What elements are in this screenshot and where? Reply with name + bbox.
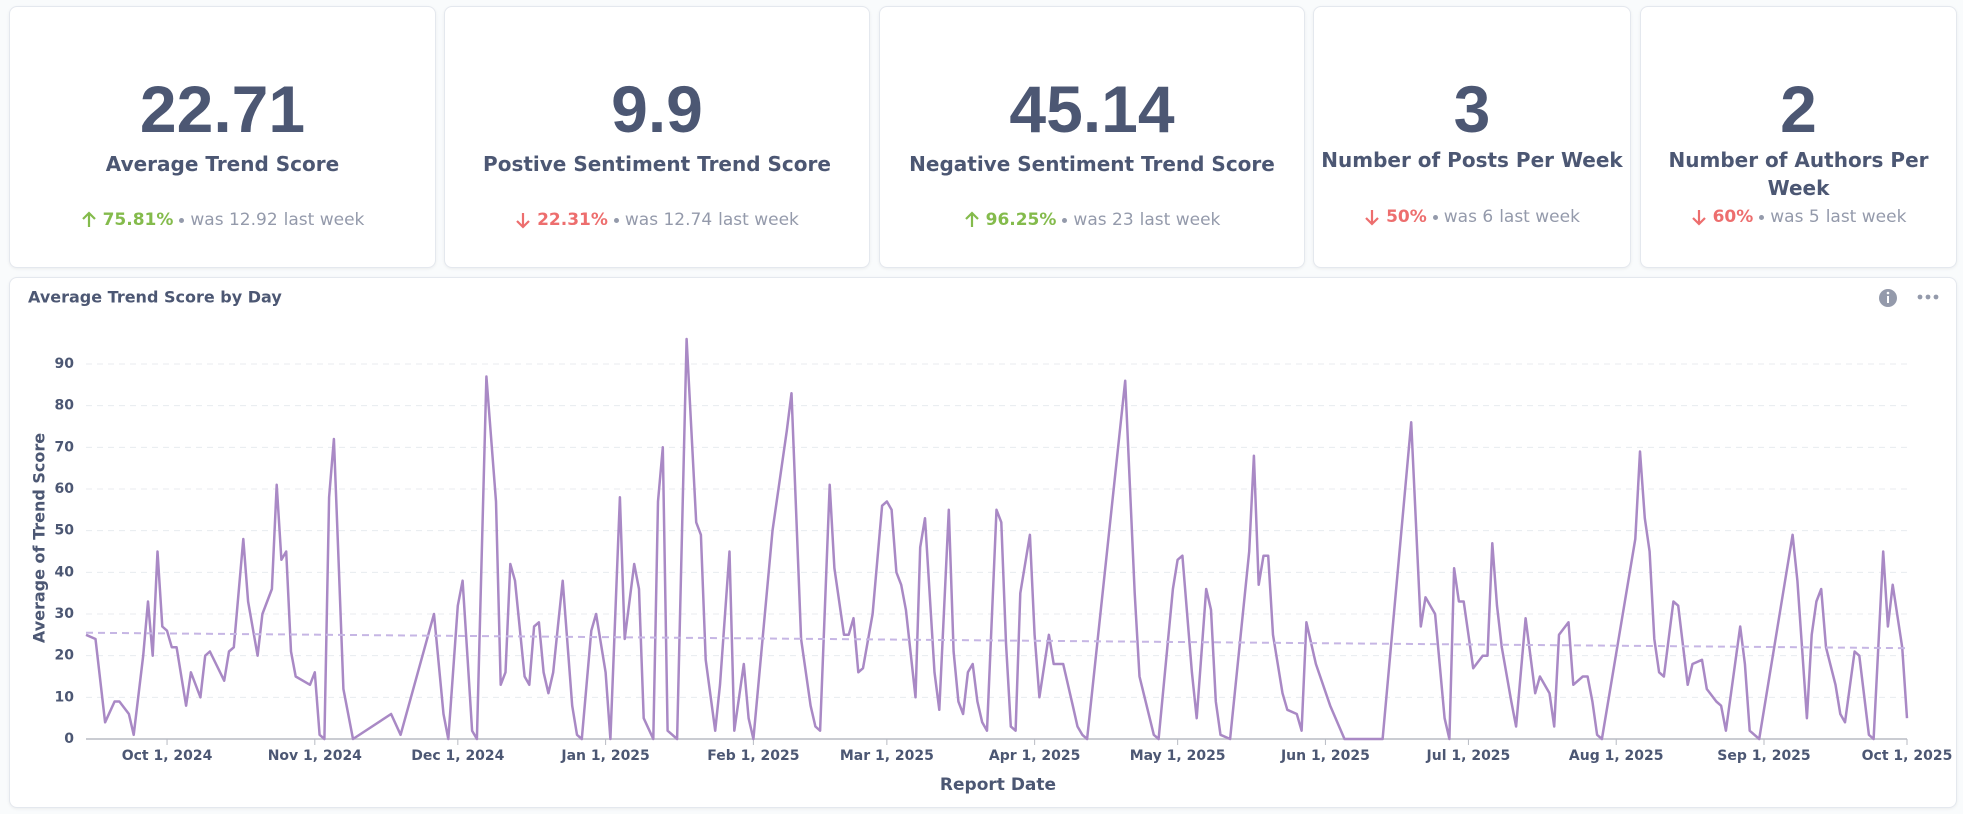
kpi-value: 3 <box>1453 72 1491 146</box>
y-tick-label: 50 <box>55 523 75 539</box>
y-tick-label: 0 <box>64 731 74 747</box>
kpi-title: Number of Posts Per Week <box>1321 148 1623 172</box>
x-tick-label: Mar 1, 2025 <box>840 748 934 764</box>
kpi-value: 9.9 <box>611 72 703 146</box>
kpi-card: 9.9 Postive Sentiment Trend Score 22.31% wa… <box>444 6 870 268</box>
arrow-shape <box>1365 210 1379 226</box>
kpi-value: 22.71 <box>139 72 306 146</box>
trend-score-line <box>85 337 1909 741</box>
trend-line <box>85 631 1908 650</box>
kpi-change-pct: 96.25% <box>985 210 1057 230</box>
chart-title: Average Trend Score by Day <box>28 288 282 307</box>
more-menu[interactable] <box>1917 294 1939 300</box>
kpi-card: 3 Number of Posts Per Week 50% was 6 last we… <box>1313 6 1631 268</box>
kpi-change-pct: 75.81% <box>102 210 174 230</box>
arrow-shape <box>516 213 530 229</box>
trend-arrow <box>516 213 530 229</box>
kpi-change: 22.31% was 12.74 last week <box>445 207 869 233</box>
x-tick-label: Sep 1, 2025 <box>1717 748 1810 764</box>
y-tick-label: 10 <box>55 689 75 705</box>
x-tick-label: Jun 1, 2025 <box>1280 748 1370 764</box>
kpi-title: Postive Sentiment Trend Score <box>483 152 831 176</box>
kpi-change: 50% was 6 last week <box>1314 204 1630 230</box>
kpi-change-pct: 22.31% <box>537 210 608 230</box>
kpi-period: last week <box>1825 207 1907 227</box>
separator-dot <box>1432 214 1438 220</box>
y-tick-label: 70 <box>55 439 75 455</box>
kpi-period: last week <box>1499 207 1580 227</box>
info-icon[interactable] <box>1879 289 1897 307</box>
x-axis-label: Report Date <box>940 775 1056 795</box>
y-axis-label: Average of Trend Score <box>30 433 49 643</box>
y-tick-label: 90 <box>55 356 75 372</box>
x-tick-label: Oct 1, 2025 <box>1862 748 1953 764</box>
kpi-title: Average Trend Score <box>105 152 340 176</box>
arrow-shape <box>1691 210 1706 226</box>
arrow-shape <box>81 211 96 227</box>
x-tick-label: Apr 1, 2025 <box>989 748 1081 764</box>
trend-arrow <box>1691 210 1706 226</box>
kpi-card: 45.14 Negative Sentiment Trend Score 96.25… <box>879 6 1305 268</box>
kpi-previous: was 5 <box>1770 207 1820 227</box>
kpi-previous: was 23 <box>1073 210 1134 230</box>
kpi-change: 96.25% was 23 last week <box>880 207 1304 233</box>
kpi-value: 45.14 <box>1009 72 1175 146</box>
kpi-change-pct: 60% <box>1712 207 1754 227</box>
kpi-title: Number of Authors Per Week <box>1668 148 1929 200</box>
separator-dot <box>613 217 619 223</box>
separator-dot <box>1062 217 1068 223</box>
kpi-change-pct: 50% <box>1386 207 1427 227</box>
x-tick-label: Feb 1, 2025 <box>707 748 799 764</box>
x-tick-label: Jul 1, 2025 <box>1426 748 1511 764</box>
chart-card <box>9 277 1957 808</box>
arrow-shape <box>964 211 979 227</box>
trend-arrow <box>964 211 979 227</box>
kpi-title: Negative Sentiment Trend Score <box>909 152 1275 176</box>
x-tick-label: Nov 1, 2024 <box>268 748 362 764</box>
y-tick-label: 80 <box>55 398 75 414</box>
trend-arrow <box>1365 210 1379 226</box>
separator-dot <box>1759 214 1765 220</box>
kpi-period: last week <box>1139 210 1221 230</box>
x-tick-label: Oct 1, 2024 <box>122 748 213 764</box>
kpi-period: last week <box>718 210 799 230</box>
x-tick-label: Jan 1, 2025 <box>560 748 649 764</box>
kpi-previous: was 6 <box>1443 207 1494 227</box>
kpi-card: 2 Number of Authors Per Week 60% was 5 last … <box>1640 6 1957 268</box>
kpi-previous: was 12.92 <box>190 210 278 230</box>
kpi-period: last week <box>283 210 365 230</box>
kpi-change: 60% was 5 last week <box>1641 204 1956 230</box>
kpi-value: 2 <box>1780 72 1817 146</box>
trend-arrow <box>81 211 96 227</box>
y-tick-label: 60 <box>55 481 75 497</box>
x-tick-label: May 1, 2025 <box>1130 748 1226 764</box>
y-tick-label: 30 <box>55 606 75 622</box>
x-tick-label: Dec 1, 2024 <box>411 748 504 764</box>
y-tick-label: 20 <box>55 648 75 664</box>
kpi-previous: was 12.74 <box>624 210 713 230</box>
kpi-card: 22.71 Average Trend Score 75.81% was 12.92 l… <box>9 6 436 268</box>
separator-dot <box>179 217 185 223</box>
kpi-change: 75.81% was 12.92 last week <box>10 207 435 233</box>
y-tick-label: 40 <box>55 564 75 580</box>
x-tick-label: Aug 1, 2025 <box>1569 748 1664 764</box>
